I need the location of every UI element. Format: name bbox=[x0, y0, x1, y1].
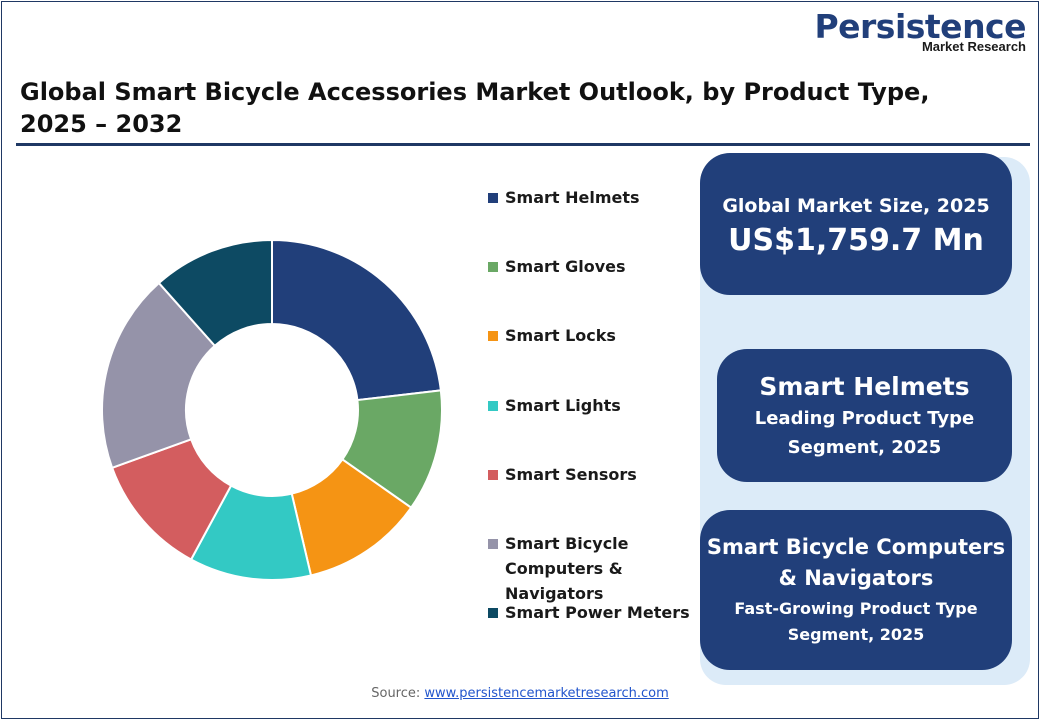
market-size-card: Global Market Size, 2025 US$1,759.7 Mn bbox=[700, 153, 1012, 295]
legend-swatch bbox=[488, 262, 498, 272]
legend-swatch bbox=[488, 608, 498, 618]
donut-slice-1 bbox=[271, 238, 442, 402]
legend-label: Smart Locks bbox=[505, 326, 616, 345]
chart-title: Global Smart Bicycle Accessories Market … bbox=[20, 78, 930, 138]
legend-item: Smart Power Meters bbox=[488, 600, 693, 625]
source-link[interactable]: www.persistencemarketresearch.com bbox=[424, 686, 669, 701]
legend-swatch bbox=[488, 401, 498, 411]
legend-item: Smart Locks bbox=[488, 323, 693, 348]
leading-segment-subtitle: Leading Product Type Segment, 2025 bbox=[754, 407, 975, 458]
source-note: Source: www.persistencemarketresearch.co… bbox=[0, 686, 1040, 701]
donut-slice-6 bbox=[101, 281, 217, 470]
legend-swatch bbox=[488, 539, 498, 549]
fastest-segment-subtitle: Fast-Growing Product Type Segment, 2025 bbox=[734, 599, 978, 644]
legend-label: Smart Power Meters bbox=[505, 603, 690, 622]
fastest-segment-card: Smart Bicycle Computers & Navigators Fas… bbox=[700, 510, 1012, 670]
logo-tagline: Market Research bbox=[921, 39, 1026, 54]
legend-label: Smart Bicycle Computers & Navigators bbox=[505, 534, 629, 603]
market-size-value: US$1,759.7 Mn bbox=[728, 223, 984, 258]
title-divider bbox=[16, 143, 1030, 146]
fastest-segment-title: Smart Bicycle Computers & Navigators bbox=[706, 535, 1006, 590]
legend-label: Smart Sensors bbox=[505, 465, 637, 484]
market-size-label: Global Market Size, 2025 bbox=[722, 195, 990, 217]
legend-label: Smart Helmets bbox=[505, 188, 640, 207]
legend-label: Smart Gloves bbox=[505, 257, 626, 276]
legend-item: Smart Helmets bbox=[488, 185, 693, 210]
brand-logo: Persistence Market Research bbox=[814, 8, 1026, 54]
source-label: Source: bbox=[371, 686, 421, 701]
leading-segment-card: Smart Helmets Leading Product Type Segme… bbox=[717, 349, 1012, 482]
leading-segment-title: Smart Helmets bbox=[759, 371, 970, 401]
legend-item: Smart Sensors bbox=[488, 462, 693, 487]
legend-swatch bbox=[488, 470, 498, 480]
logo-wordmark: Persistence bbox=[814, 7, 1026, 46]
legend-item: Smart Gloves bbox=[488, 254, 693, 279]
donut-slice-7 bbox=[157, 238, 273, 348]
legend-swatch bbox=[488, 193, 498, 203]
legend-item: Smart Lights bbox=[488, 393, 693, 418]
legend-label: Smart Lights bbox=[505, 396, 621, 415]
legend-swatch bbox=[488, 331, 498, 341]
legend-item: Smart Bicycle Computers & Navigators bbox=[488, 531, 693, 606]
donut-chart bbox=[101, 238, 443, 581]
